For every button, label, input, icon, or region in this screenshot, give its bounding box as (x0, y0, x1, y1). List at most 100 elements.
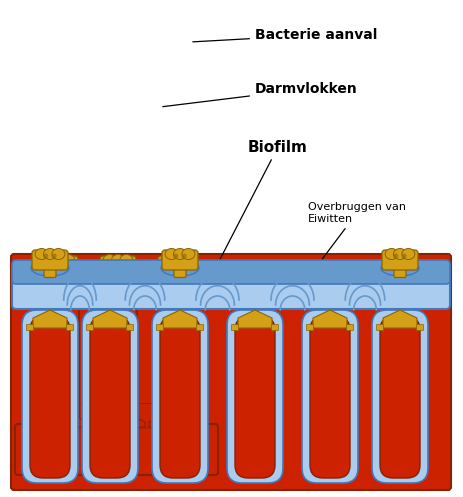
FancyBboxPatch shape (32, 250, 68, 270)
FancyBboxPatch shape (76, 404, 102, 428)
FancyBboxPatch shape (417, 325, 424, 331)
Ellipse shape (173, 253, 178, 258)
FancyBboxPatch shape (134, 404, 160, 428)
FancyBboxPatch shape (235, 317, 275, 478)
FancyBboxPatch shape (382, 250, 418, 270)
Polygon shape (57, 265, 103, 300)
FancyBboxPatch shape (150, 297, 161, 306)
FancyBboxPatch shape (90, 317, 130, 478)
FancyBboxPatch shape (152, 310, 208, 483)
Ellipse shape (120, 254, 133, 265)
FancyBboxPatch shape (92, 297, 103, 306)
Ellipse shape (393, 253, 398, 258)
Ellipse shape (178, 259, 183, 264)
Ellipse shape (31, 260, 69, 276)
Ellipse shape (35, 248, 48, 259)
Text: Darmvlokken: Darmvlokken (163, 82, 358, 107)
Ellipse shape (161, 254, 174, 265)
FancyBboxPatch shape (302, 310, 358, 483)
Ellipse shape (385, 248, 398, 259)
Ellipse shape (174, 248, 187, 259)
FancyBboxPatch shape (133, 297, 144, 306)
FancyBboxPatch shape (15, 424, 218, 475)
FancyBboxPatch shape (160, 317, 200, 478)
Ellipse shape (120, 259, 125, 264)
Ellipse shape (165, 248, 178, 259)
Ellipse shape (112, 254, 125, 265)
Ellipse shape (52, 248, 65, 259)
FancyBboxPatch shape (232, 325, 238, 331)
FancyBboxPatch shape (191, 297, 202, 306)
FancyBboxPatch shape (54, 269, 66, 283)
FancyBboxPatch shape (157, 295, 195, 429)
FancyBboxPatch shape (42, 256, 78, 276)
Ellipse shape (402, 253, 407, 258)
FancyBboxPatch shape (12, 263, 450, 309)
Polygon shape (238, 310, 272, 328)
FancyBboxPatch shape (394, 263, 406, 277)
Polygon shape (163, 310, 197, 328)
Polygon shape (33, 310, 67, 328)
FancyBboxPatch shape (34, 297, 45, 306)
Polygon shape (101, 280, 135, 302)
Polygon shape (193, 417, 203, 427)
Ellipse shape (52, 253, 56, 258)
Polygon shape (77, 417, 87, 427)
FancyBboxPatch shape (372, 310, 428, 483)
Polygon shape (149, 417, 159, 427)
Polygon shape (159, 280, 193, 302)
FancyBboxPatch shape (162, 250, 198, 270)
FancyBboxPatch shape (112, 269, 124, 283)
Polygon shape (187, 265, 248, 300)
Ellipse shape (381, 260, 419, 276)
Ellipse shape (44, 253, 48, 258)
Ellipse shape (44, 248, 56, 259)
FancyBboxPatch shape (26, 325, 33, 331)
Ellipse shape (45, 254, 58, 265)
Ellipse shape (62, 259, 67, 264)
FancyBboxPatch shape (11, 254, 451, 490)
Polygon shape (383, 310, 417, 328)
FancyBboxPatch shape (174, 263, 186, 277)
Ellipse shape (53, 259, 58, 264)
Polygon shape (135, 417, 145, 427)
FancyBboxPatch shape (99, 295, 137, 429)
FancyBboxPatch shape (41, 295, 79, 429)
FancyBboxPatch shape (30, 317, 70, 478)
FancyBboxPatch shape (100, 256, 136, 276)
FancyBboxPatch shape (22, 310, 78, 483)
Ellipse shape (161, 260, 199, 276)
FancyBboxPatch shape (82, 310, 138, 483)
Polygon shape (313, 310, 347, 328)
Polygon shape (337, 265, 393, 300)
Ellipse shape (54, 254, 67, 265)
FancyBboxPatch shape (227, 310, 283, 483)
Ellipse shape (62, 254, 75, 265)
FancyBboxPatch shape (170, 269, 182, 283)
FancyBboxPatch shape (75, 297, 86, 306)
FancyBboxPatch shape (196, 325, 204, 331)
FancyBboxPatch shape (380, 317, 420, 478)
Ellipse shape (394, 248, 407, 259)
Ellipse shape (169, 259, 174, 264)
FancyBboxPatch shape (158, 256, 194, 276)
Polygon shape (91, 417, 101, 427)
Ellipse shape (103, 254, 116, 265)
FancyBboxPatch shape (310, 317, 350, 478)
Polygon shape (117, 265, 173, 300)
Polygon shape (33, 417, 43, 427)
Polygon shape (93, 310, 127, 328)
Text: Bacterie aanval: Bacterie aanval (193, 28, 377, 42)
Polygon shape (262, 265, 323, 300)
Text: Biofilm: Biofilm (216, 140, 308, 266)
Ellipse shape (182, 248, 195, 259)
Polygon shape (43, 280, 77, 302)
Text: Overbruggen van
Eiwitten: Overbruggen van Eiwitten (307, 202, 406, 280)
FancyBboxPatch shape (126, 325, 133, 331)
Ellipse shape (402, 248, 415, 259)
FancyBboxPatch shape (12, 260, 450, 284)
FancyBboxPatch shape (376, 325, 383, 331)
Ellipse shape (181, 253, 187, 258)
FancyBboxPatch shape (44, 263, 56, 277)
FancyBboxPatch shape (156, 325, 163, 331)
